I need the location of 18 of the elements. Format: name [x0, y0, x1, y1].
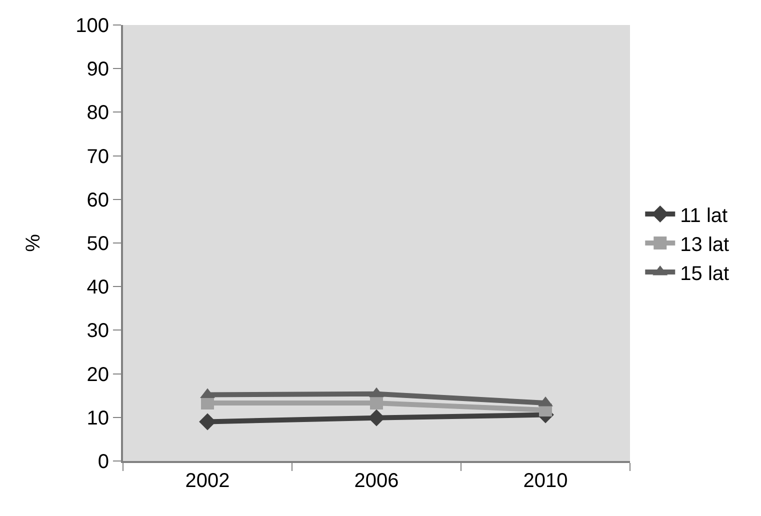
legend-label: 13 lat: [680, 234, 730, 256]
legend-label: 15 lat: [680, 262, 730, 285]
y-tick-label: 0: [98, 451, 109, 473]
y-tick-label: 20: [86, 364, 109, 386]
legend-label: 11 lat: [680, 204, 728, 227]
y-tick-label: 100: [76, 15, 109, 37]
y-axis-title: %: [22, 234, 45, 252]
x-tick-label: 2002: [185, 470, 230, 492]
y-tick-label: 80: [86, 102, 109, 124]
x-tick-label: 2006: [354, 470, 399, 492]
y-tick-label: 50: [86, 233, 109, 255]
y-tick-label: 10: [86, 407, 109, 430]
y-tick-label: 60: [86, 189, 109, 212]
y-tick-label: 30: [86, 320, 109, 342]
x-tick-label: 2010: [523, 470, 568, 492]
y-tick-label: 90: [86, 58, 109, 81]
y-tick-label: 40: [86, 276, 109, 299]
y-tick-label: 70: [86, 146, 109, 168]
